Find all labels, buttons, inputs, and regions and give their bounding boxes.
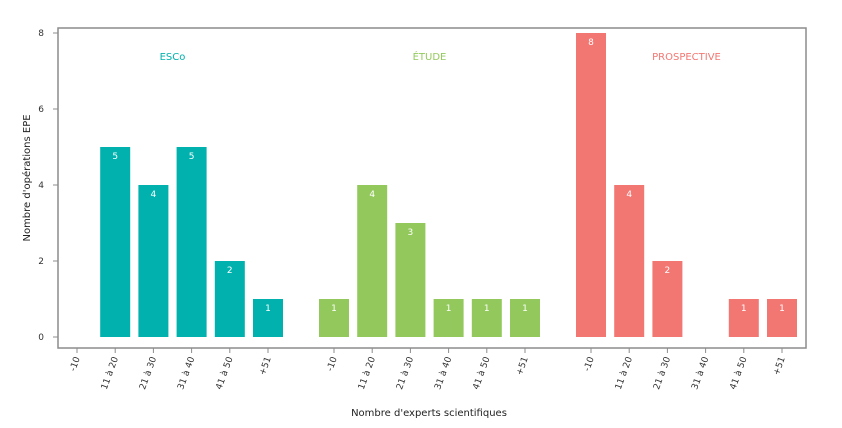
y-tick-label: 0 bbox=[38, 333, 44, 343]
x-tick-label: 41 à 50 bbox=[215, 355, 236, 391]
x-tick-label: 31 à 40 bbox=[690, 355, 711, 391]
bar bbox=[576, 33, 606, 337]
bar-value-label: 1 bbox=[331, 304, 337, 314]
bar bbox=[471, 299, 502, 337]
x-tick-label: 21 à 30 bbox=[395, 355, 416, 391]
x-tick-label: -10 bbox=[68, 355, 83, 372]
x-tick-label: 11 à 20 bbox=[614, 355, 635, 391]
bar-value-label: 1 bbox=[484, 304, 490, 314]
bar bbox=[395, 223, 426, 337]
x-tick-label: +51 bbox=[258, 356, 274, 377]
group-label: ÉTUDE bbox=[413, 50, 447, 63]
y-tick-label: 4 bbox=[38, 181, 44, 191]
x-tick-label: 11 à 20 bbox=[357, 355, 378, 391]
bar-value-label: 4 bbox=[151, 190, 157, 200]
bar bbox=[319, 299, 349, 337]
bar-value-label: 4 bbox=[369, 190, 375, 200]
x-tick-label: 21 à 30 bbox=[138, 355, 159, 391]
bar bbox=[214, 261, 245, 337]
y-axis-title: Nombre d'opérations EPE bbox=[21, 114, 33, 241]
bar-value-label: 1 bbox=[779, 304, 785, 314]
bar bbox=[433, 299, 464, 337]
group-label: PROSPECTIVE bbox=[652, 52, 721, 63]
y-tick-label: 6 bbox=[38, 105, 44, 115]
x-tick-label: +51 bbox=[515, 356, 531, 377]
y-tick-label: 2 bbox=[38, 257, 44, 267]
bar-value-label: 5 bbox=[189, 152, 195, 162]
x-tick-label: 41 à 50 bbox=[472, 355, 493, 391]
bar bbox=[100, 147, 131, 337]
bar-value-label: 1 bbox=[741, 304, 747, 314]
x-tick-label: -10 bbox=[582, 355, 597, 372]
bar-value-label: 2 bbox=[227, 266, 233, 276]
bar bbox=[176, 147, 207, 337]
bar bbox=[138, 185, 169, 337]
bar bbox=[253, 299, 283, 337]
x-tick-label: 31 à 40 bbox=[176, 355, 197, 391]
bar-value-label: 2 bbox=[665, 266, 671, 276]
bar-value-label: 3 bbox=[408, 228, 414, 238]
bar-value-label: 1 bbox=[446, 304, 452, 314]
x-axis-title: Nombre d'experts scientifiques bbox=[351, 408, 507, 419]
plot-frame bbox=[57, 27, 807, 349]
x-tick-label: -10 bbox=[325, 355, 340, 372]
bar-value-label: 1 bbox=[522, 304, 528, 314]
chart-marks: 0 2 4 6 8 ESCo -10 11 à 20 5 21 à 30 4 31 à 40 5 41 à… bbox=[38, 29, 797, 391]
bar bbox=[728, 299, 759, 337]
bar bbox=[614, 185, 645, 337]
bar-value-label: 8 bbox=[588, 38, 594, 48]
bar bbox=[652, 261, 683, 337]
x-tick-label: 41 à 50 bbox=[729, 355, 750, 391]
bar bbox=[767, 299, 797, 337]
bar-value-label: 4 bbox=[626, 190, 632, 200]
x-tick-label: 31 à 40 bbox=[433, 355, 454, 391]
group-label: ESCo bbox=[160, 52, 186, 63]
bar bbox=[510, 299, 540, 337]
x-tick-label: 21 à 30 bbox=[652, 355, 673, 391]
x-tick-label: +51 bbox=[772, 356, 788, 377]
bar-value-label: 5 bbox=[112, 152, 118, 162]
x-tick-label: 11 à 20 bbox=[100, 355, 121, 391]
bar-value-label: 1 bbox=[265, 304, 271, 314]
y-tick-label: 8 bbox=[38, 29, 44, 39]
bar bbox=[357, 185, 388, 337]
